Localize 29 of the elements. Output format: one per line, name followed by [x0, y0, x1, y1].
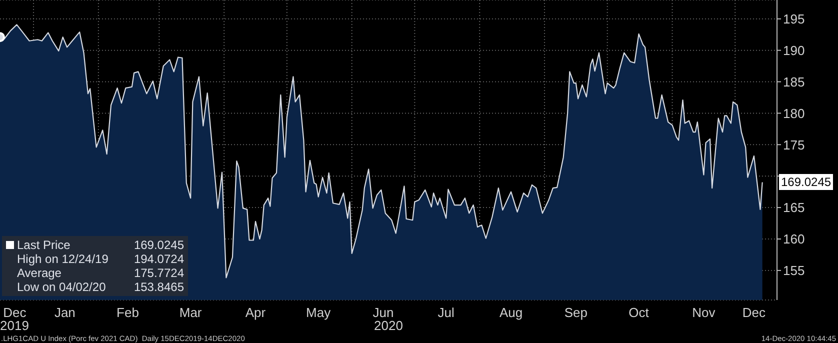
x-tick-label: Nov: [692, 305, 716, 320]
x-tick-label: Jun: [372, 305, 394, 320]
x-tick-label: Mar: [179, 305, 202, 320]
x-tick-label: Apr: [245, 305, 266, 320]
x-tick-label: Jul: [438, 305, 455, 320]
x-tick-label: Feb: [116, 305, 139, 320]
x-tick-label: Aug: [499, 305, 523, 320]
y-tick-label: 180: [783, 106, 805, 121]
text: High on 12/24/19 194.0724: [17, 252, 184, 266]
x-tick-label: Dec: [3, 305, 27, 320]
y-tick-label: 175: [783, 137, 805, 152]
x-tick-label: Jan: [54, 305, 76, 320]
text: Low on 04/02/20 153.8465: [17, 280, 184, 294]
y-tick-label: 155: [783, 263, 805, 278]
text: Average 175.7724: [17, 266, 184, 280]
text: 2019: [0, 318, 29, 333]
x-tick-label: Sep: [564, 305, 588, 320]
x-tick-label: Dec: [742, 305, 766, 320]
y-tick-label: 195: [783, 11, 805, 26]
text: 169.0245: [779, 174, 834, 190]
y-tick-label: 165: [783, 200, 805, 216]
x-tick-label: Oct: [628, 305, 650, 320]
x-tick-label: May: [306, 305, 332, 320]
text: 2020: [374, 318, 403, 333]
y-tick-label: 185: [783, 74, 805, 90]
series-label: Last Price: [16, 238, 70, 252]
y-tick-label: 160: [783, 232, 805, 247]
y-tick-label: 190: [783, 42, 805, 58]
annotation: 169.0245: [134, 238, 184, 252]
